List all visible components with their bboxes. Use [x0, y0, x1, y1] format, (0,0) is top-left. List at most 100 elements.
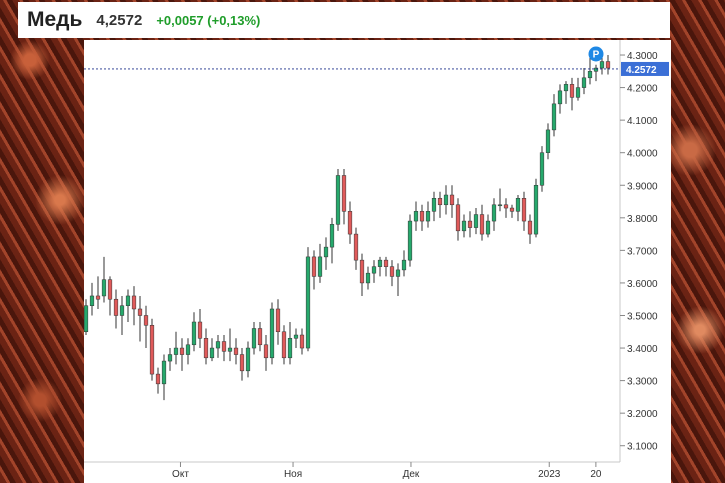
candlestick-chart[interactable]: 4.3000 4.2000 4.1000 4.0000 3.9000 3.8000 3.70…	[84, 40, 671, 483]
y-tick-label: 3.6000	[627, 279, 658, 290]
candle-body	[443, 194, 449, 206]
candle-body	[263, 344, 269, 359]
instrument-title: Медь	[27, 8, 83, 31]
candle-body	[419, 211, 425, 222]
x-tick-label: 20	[590, 469, 602, 480]
candle-body	[275, 308, 281, 333]
candle-body	[161, 360, 167, 385]
candle-body	[107, 279, 113, 300]
candle-body	[209, 347, 215, 359]
candle-body	[545, 129, 551, 153]
candle-body	[293, 334, 299, 339]
x-tick-label: Ноя	[284, 469, 302, 480]
candle-body	[467, 220, 473, 228]
candle-body	[203, 338, 209, 359]
candle-body	[473, 214, 479, 228]
y-tick-label: 3.1000	[627, 442, 658, 453]
candle-body	[251, 328, 257, 349]
candle-body	[155, 373, 161, 385]
candle-body	[383, 259, 389, 267]
candle-body	[305, 256, 311, 349]
candle-body	[227, 347, 233, 352]
candle-body	[599, 61, 605, 69]
candle-body	[389, 266, 395, 277]
y-tick-label: 3.9000	[627, 181, 658, 192]
candle-body	[401, 259, 407, 271]
candle-body	[575, 87, 581, 98]
candle-body	[197, 321, 203, 339]
candle-body	[413, 211, 419, 222]
candle-body	[461, 220, 467, 232]
candle-body	[491, 204, 497, 222]
candle-body	[371, 266, 377, 274]
last-price-label: 4.2572	[626, 65, 657, 76]
candle-body	[137, 308, 143, 316]
candle-body	[449, 194, 455, 206]
candle-body	[89, 295, 95, 306]
candle-body	[395, 269, 401, 277]
candle-body	[173, 347, 179, 355]
candle-body	[131, 295, 137, 310]
candle-body	[287, 338, 293, 359]
candle-body	[335, 175, 341, 225]
candle-body	[431, 198, 437, 212]
candle-body	[341, 175, 347, 212]
candle-body	[215, 341, 221, 349]
candle-body	[557, 90, 563, 105]
candle-body	[485, 220, 491, 235]
candle-body	[329, 224, 335, 248]
candle-body	[125, 295, 131, 306]
chart-panel[interactable]: 4.3000 4.2000 4.1000 4.0000 3.9000 3.8000 3.70…	[84, 40, 671, 483]
candle-body	[455, 204, 461, 232]
candle-body	[323, 246, 329, 258]
candle-body	[533, 185, 539, 235]
price-change: +0,0057 (+0,13%)	[156, 12, 261, 28]
candle-body	[353, 233, 359, 261]
candle-body	[521, 198, 527, 222]
candle-body	[407, 220, 413, 261]
quote-header: Медь 4,2572 +0,0057 (+0,13%)	[18, 2, 670, 38]
y-tick-label: 3.5000	[627, 311, 658, 322]
candle-body	[497, 204, 503, 207]
last-price-tag	[621, 61, 669, 76]
candle-body	[167, 354, 173, 362]
candle-body	[239, 354, 245, 372]
candle-body	[233, 347, 239, 355]
candle-body	[269, 308, 275, 359]
candle-body	[257, 328, 263, 346]
candle-body	[191, 321, 197, 346]
candle-body	[587, 71, 593, 79]
y-tick-label: 4.2000	[627, 84, 658, 95]
candle-body	[365, 272, 371, 284]
candle-body	[563, 84, 569, 92]
candle-body	[143, 315, 149, 326]
candle-body	[245, 347, 251, 372]
candle-body	[299, 334, 305, 349]
candle-body	[509, 207, 515, 212]
x-tick-label: Дек	[403, 469, 420, 480]
x-tick-label: Окт	[172, 469, 189, 480]
candle-body	[437, 198, 443, 206]
current-price: 4,2572	[96, 11, 143, 29]
y-tick-label: 4.1000	[627, 116, 658, 127]
candle-body	[311, 256, 317, 277]
candle-body	[527, 220, 533, 235]
y-tick-label: 4.0000	[627, 149, 658, 160]
candle-body	[551, 103, 557, 131]
event-marker-icon	[588, 46, 604, 62]
candle-body	[149, 325, 155, 375]
candle-body	[569, 84, 575, 98]
x-tick-label: 2023	[538, 469, 561, 480]
candle-body	[377, 259, 383, 267]
y-tick-label: 3.3000	[627, 377, 658, 388]
candle-body	[101, 279, 107, 297]
candle-body	[359, 259, 365, 284]
candle-body	[605, 61, 611, 69]
candle-body	[317, 256, 323, 277]
candle-body	[347, 211, 353, 235]
candle-body	[179, 347, 185, 355]
candle-body	[221, 341, 227, 352]
candle-body	[185, 344, 191, 355]
candle-body	[425, 211, 431, 222]
y-tick-label: 3.7000	[627, 246, 658, 257]
